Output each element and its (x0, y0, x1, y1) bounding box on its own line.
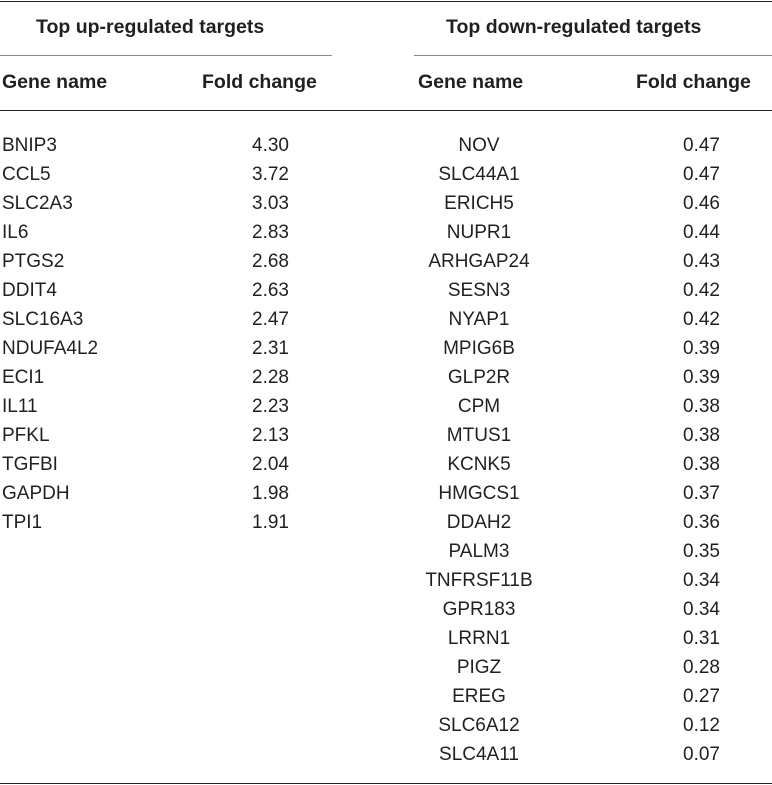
down-gene-name-header: Gene name (418, 71, 524, 93)
up-fold-change-cell: 3.03 (252, 193, 289, 214)
up-gene-name-cell: GAPDH (2, 483, 70, 504)
down-gene-name-cell: EREG (452, 686, 506, 707)
up-fold-change-header: Fold change (202, 71, 317, 93)
down-group-rule (414, 55, 772, 56)
down-gene-name-cell: ERICH5 (444, 193, 514, 214)
up-fold-change-cell: 3.72 (252, 164, 289, 185)
up-fold-change-cell: 2.23 (252, 396, 289, 417)
down-fold-change-cell: 0.44 (683, 222, 720, 243)
up-gene-name-cell: CCL5 (2, 164, 51, 185)
down-gene-name-cell: PIGZ (456, 657, 502, 678)
down-fold-change-cell: 0.38 (683, 454, 720, 475)
up-regulated-title: Top up-regulated targets (36, 16, 265, 38)
down-gene-name-cell: SLC6A12 (438, 715, 520, 736)
down-fold-change-cell: 0.27 (683, 686, 720, 707)
down-gene-name-cell: GPR183 (442, 599, 516, 620)
down-gene-name-cell: NOV (458, 135, 500, 156)
header-bottom-rule (0, 110, 772, 111)
table-bottom-rule (0, 783, 772, 784)
up-gene-name-cell: TPI1 (2, 512, 43, 533)
up-gene-name-cell: IL11 (2, 396, 38, 417)
down-fold-change-cell: 0.31 (683, 628, 720, 649)
down-fold-change-cell: 0.36 (683, 512, 720, 533)
down-gene-name-cell: CPM (457, 396, 501, 417)
down-gene-name-cell: SLC44A1 (438, 164, 520, 185)
up-gene-name-cell: PTGS2 (2, 251, 65, 272)
up-gene-name-cell: DDIT4 (2, 280, 57, 301)
down-gene-name-cell: HMGCS1 (438, 483, 520, 504)
down-gene-name-cell: DDAH2 (446, 512, 512, 533)
down-fold-change-cell: 0.42 (683, 309, 720, 330)
down-gene-name-cell: NUPR1 (446, 222, 512, 243)
down-gene-name-cell: SESN3 (447, 280, 511, 301)
up-gene-name-cell: TGFBI (2, 454, 58, 475)
down-gene-name-cell: SLC4A11 (439, 744, 519, 765)
table-top-rule (0, 1, 772, 2)
down-regulated-title: Top down-regulated targets (446, 16, 702, 38)
down-gene-name-cell: NYAP1 (448, 309, 510, 330)
up-gene-name-cell: IL6 (2, 222, 29, 243)
up-fold-change-cell: 2.28 (252, 367, 289, 388)
down-fold-change-cell: 0.35 (683, 541, 720, 562)
down-fold-change-cell: 0.47 (683, 164, 720, 185)
down-gene-name-cell: MTUS1 (446, 425, 512, 446)
down-fold-change-cell: 0.34 (683, 570, 720, 591)
up-gene-name-cell: ECI1 (2, 367, 45, 388)
up-gene-name-cell: SLC16A3 (2, 309, 84, 330)
down-fold-change-header: Fold change (636, 71, 751, 93)
up-fold-change-cell: 2.68 (252, 251, 289, 272)
down-fold-change-cell: 0.07 (683, 744, 720, 765)
up-fold-change-cell: 1.98 (252, 483, 289, 504)
up-gene-name-cell: NDUFA4L2 (2, 338, 99, 359)
up-fold-change-cell: 2.04 (252, 454, 289, 475)
down-gene-name-cell: PALM3 (448, 541, 510, 562)
up-gene-name-cell: SLC2A3 (2, 193, 73, 214)
down-fold-change-cell: 0.42 (683, 280, 720, 301)
down-fold-change-cell: 0.38 (683, 396, 720, 417)
down-gene-name-cell: GLP2R (447, 367, 511, 388)
up-gene-name-cell: PFKL (2, 425, 50, 446)
up-gene-name-cell: BNIP3 (2, 135, 57, 156)
up-fold-change-cell: 2.31 (252, 338, 289, 359)
up-fold-change-cell: 2.13 (252, 425, 289, 446)
up-fold-change-cell: 2.47 (252, 309, 289, 330)
up-fold-change-cell: 2.83 (252, 222, 289, 243)
down-fold-change-cell: 0.34 (683, 599, 720, 620)
up-gene-name-header: Gene name (2, 71, 108, 93)
down-gene-name-cell: LRRN1 (447, 628, 511, 649)
up-fold-change-cell: 1.91 (252, 512, 289, 533)
down-fold-change-cell: 0.38 (683, 425, 720, 446)
up-fold-change-cell: 2.63 (252, 280, 289, 301)
down-fold-change-cell: 0.47 (683, 135, 720, 156)
down-fold-change-cell: 0.43 (683, 251, 720, 272)
down-gene-name-cell: KCNK5 (447, 454, 511, 475)
down-gene-name-cell: ARHGAP24 (428, 251, 530, 272)
down-fold-change-cell: 0.46 (683, 193, 720, 214)
down-fold-change-cell: 0.12 (683, 715, 720, 736)
down-fold-change-cell: 0.37 (683, 483, 720, 504)
down-fold-change-cell: 0.28 (683, 657, 720, 678)
down-gene-name-cell: TNFRSF11B (425, 570, 533, 591)
down-gene-name-cell: MPIG6B (443, 338, 515, 359)
up-group-rule (0, 55, 332, 56)
up-fold-change-cell: 4.30 (252, 135, 289, 156)
down-fold-change-cell: 0.39 (683, 367, 720, 388)
down-fold-change-cell: 0.39 (683, 338, 720, 359)
